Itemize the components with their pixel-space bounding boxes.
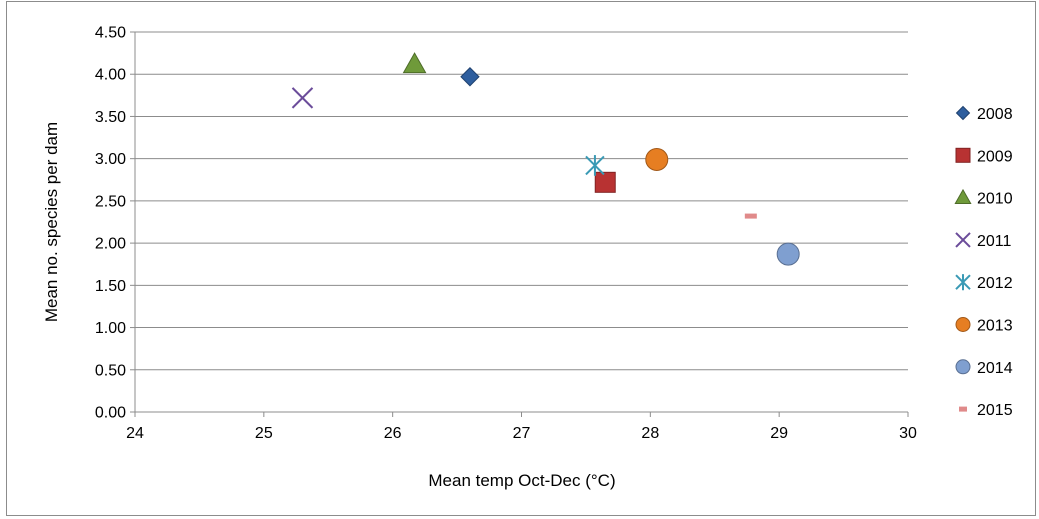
y-tick-label: 3.50 <box>95 109 126 126</box>
legend-marker-2011 <box>955 232 971 248</box>
legend-label: 2008 <box>977 106 1013 123</box>
legend-marker-2009 <box>955 147 971 163</box>
data-point-2014 <box>776 242 800 266</box>
x-tick-labels: 24 25 26 27 28 29 30 <box>126 425 917 442</box>
legend-marker-2008 <box>955 105 971 121</box>
legend-marker-2015 <box>959 406 967 412</box>
x-tick-label: 27 <box>513 425 531 442</box>
x-tick-label: 29 <box>770 425 788 442</box>
data-points <box>291 52 800 266</box>
data-point-2009 <box>594 171 616 193</box>
y-tick-label: 1.50 <box>95 278 126 295</box>
gridlines <box>135 31 908 371</box>
axes <box>130 31 909 417</box>
legend-label: 2010 <box>977 191 1013 208</box>
y-axis-label: Mean no. species per dam <box>42 122 61 322</box>
y-tick-label: 1.00 <box>95 320 126 337</box>
x-tick-label: 26 <box>384 425 402 442</box>
x-tick-label: 28 <box>641 425 659 442</box>
x-tick-label: 24 <box>126 425 144 442</box>
data-point-2012 <box>585 155 605 176</box>
legend-label: 2013 <box>977 318 1013 335</box>
y-tick-label: 2.00 <box>95 236 126 253</box>
legend: 2008 2009 2010 2011 2012 2013 2014 2015 <box>954 105 1013 419</box>
legend-label: 2015 <box>977 402 1013 419</box>
y-tick-label: 4.50 <box>95 25 126 42</box>
y-tick-label: 3.00 <box>95 151 126 168</box>
y-tick-label: 0.50 <box>95 362 126 379</box>
x-tick-label: 30 <box>899 425 917 442</box>
y-tick-label: 4.00 <box>95 67 126 84</box>
legend-label: 2014 <box>977 360 1013 377</box>
data-point-2008 <box>460 67 480 87</box>
chart-frame <box>6 1 1036 516</box>
legend-label: 2012 <box>977 275 1013 292</box>
data-point-2015 <box>744 213 757 219</box>
legend-marker-2010 <box>954 188 972 205</box>
legend-marker-2014 <box>955 359 971 375</box>
y-tick-labels: 0.00 0.50 1.00 1.50 2.00 2.50 3.00 3.50 4.00 4.50 <box>95 25 126 422</box>
data-point-2010 <box>402 52 427 74</box>
legend-marker-2012 <box>955 274 971 291</box>
y-tick-label: 2.50 <box>95 193 126 210</box>
x-tick-label: 25 <box>255 425 273 442</box>
legend-marker-2013 <box>955 317 971 332</box>
y-tick-label: 0.00 <box>95 405 126 422</box>
legend-label: 2009 <box>977 148 1013 165</box>
data-point-2013 <box>645 148 669 172</box>
data-point-2011 <box>291 87 314 109</box>
x-axis-label: Mean temp Oct-Dec (°C) <box>428 471 615 490</box>
legend-label: 2011 <box>977 233 1012 250</box>
